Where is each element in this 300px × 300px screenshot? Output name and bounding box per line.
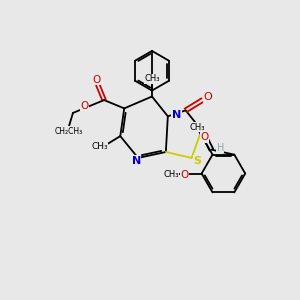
Text: N: N xyxy=(172,110,181,120)
Text: CH₃: CH₃ xyxy=(163,170,179,179)
Text: CH₃: CH₃ xyxy=(144,74,160,83)
Text: H: H xyxy=(217,143,224,153)
Text: CH₂CH₃: CH₂CH₃ xyxy=(55,127,83,136)
Text: O: O xyxy=(181,170,189,181)
Text: N: N xyxy=(131,156,141,166)
Text: O: O xyxy=(203,92,212,102)
Text: CH₃: CH₃ xyxy=(91,142,108,151)
Text: O: O xyxy=(92,74,101,85)
Text: CH₃: CH₃ xyxy=(190,123,206,132)
Text: O: O xyxy=(200,132,209,142)
Text: S: S xyxy=(194,156,202,166)
Text: O: O xyxy=(80,101,89,112)
